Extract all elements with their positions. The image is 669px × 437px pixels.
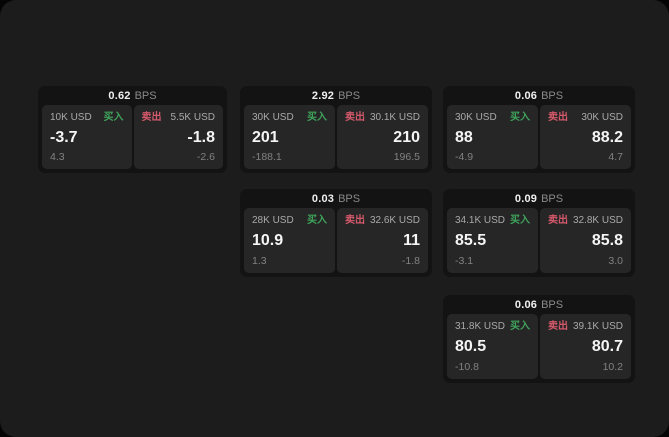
buy-delta: -10.8 [455,361,479,373]
sell-amount: 39.1K USD [572,321,623,332]
sell-price: 85.8 [591,232,623,249]
spread-value: 0.06 [514,89,538,102]
spread-value: 0.06 [514,298,538,311]
buy-label: 买入 [510,215,530,226]
buy-amount: 30K USD [455,112,497,123]
buy-price: 10.9 [252,232,284,249]
spread-value: 0.09 [514,192,538,205]
buy-panel[interactable]: 30K USD 买入 201 -188.1 [244,105,335,169]
buy-price: 85.5 [455,232,487,249]
buy-label: 买入 [307,215,327,226]
spread-value: 0.03 [311,192,335,205]
buy-price: 201 [252,128,279,146]
buy-price: 80.5 [455,338,487,355]
spread-unit: BPS [541,298,564,311]
sell-label: 卖出 [548,215,568,226]
sell-label: 卖出 [141,112,162,123]
buy-delta: -4.9 [455,151,474,163]
spread-header: 0.06 BPS [443,86,635,105]
buy-label: 买入 [510,112,530,123]
buy-panel[interactable]: 34.1K USD 买入 85.5 -3.1 [447,208,538,273]
buy-label: 买入 [510,321,530,332]
sell-delta: 3.0 [608,255,623,267]
sell-price: 80.7 [591,338,623,355]
spread-header: 0.06 BPS [443,295,635,314]
buy-panel[interactable]: 30K USD 买入 88 -4.9 [447,105,538,169]
quote-card[interactable]: 0.03 BPS 28K USD 买入 10.9 1.3 卖出 32.6K US… [240,189,432,277]
sell-panel[interactable]: 卖出 30.1K USD 210 196.5 [337,105,428,169]
sell-panel[interactable]: 卖出 30K USD 88.2 4.7 [540,105,631,169]
buy-price: -3.7 [50,128,78,146]
buy-delta: -3.1 [455,255,474,267]
buy-delta: 4.3 [50,151,65,163]
buy-amount: 31.8K USD [455,321,506,332]
sell-delta: -1.8 [401,255,420,267]
sell-panel[interactable]: 卖出 32.8K USD 85.8 3.0 [540,208,631,273]
sell-price: 88.2 [591,128,623,146]
spread-header: 2.92 BPS [240,86,432,105]
sell-delta: -2.6 [196,151,215,163]
sell-amount: 30.1K USD [369,112,420,123]
buy-amount: 28K USD [252,215,294,226]
sell-delta: 196.5 [393,151,420,163]
spread-header: 0.62 BPS [38,86,227,105]
sell-label: 卖出 [548,321,568,332]
sell-panel[interactable]: 卖出 39.1K USD 80.7 10.2 [540,314,631,379]
buy-panel[interactable]: 31.8K USD 买入 80.5 -10.8 [447,314,538,379]
spread-value: 2.92 [311,89,335,102]
buy-delta: -188.1 [252,151,282,163]
sell-price: 210 [393,128,420,146]
sell-price: -1.8 [187,128,215,146]
sell-delta: 10.2 [602,361,623,373]
spread-unit: BPS [541,89,564,102]
spread-unit: BPS [338,89,361,102]
sell-price: 11 [403,232,420,249]
buy-label: 买入 [103,112,124,123]
sell-amount: 5.5K USD [170,112,215,123]
quote-card[interactable]: 0.06 BPS 31.8K USD 买入 80.5 -10.8 卖出 39.1… [443,295,635,383]
spread-value: 0.62 [108,89,131,102]
buy-panel[interactable]: 10K USD 买入 -3.7 4.3 [42,105,132,169]
sell-delta: 4.7 [608,151,623,163]
sell-label: 卖出 [548,112,568,123]
buy-amount: 30K USD [252,112,294,123]
buy-price: 88 [455,128,473,146]
quote-card[interactable]: 0.09 BPS 34.1K USD 买入 85.5 -3.1 卖出 32.8K… [443,189,635,277]
sell-label: 卖出 [345,215,365,226]
buy-label: 买入 [307,112,327,123]
sell-amount: 32.8K USD [572,215,623,226]
quote-card[interactable]: 0.06 BPS 30K USD 买入 88 -4.9 卖出 30K USD 8… [443,86,635,173]
spread-unit: BPS [338,192,361,205]
buy-amount: 34.1K USD [455,215,506,226]
quote-card[interactable]: 2.92 BPS 30K USD 买入 201 -188.1 卖出 30.1K … [240,86,432,173]
sell-panel[interactable]: 卖出 5.5K USD -1.8 -2.6 [133,105,223,169]
buy-delta: 1.3 [252,255,267,267]
sell-amount: 32.6K USD [369,215,420,226]
spread-unit: BPS [134,89,157,102]
sell-panel[interactable]: 卖出 32.6K USD 11 -1.8 [337,208,428,273]
spread-unit: BPS [541,192,564,205]
spread-header: 0.03 BPS [240,189,432,208]
spread-header: 0.09 BPS [443,189,635,208]
quote-card[interactable]: 0.62 BPS 10K USD 买入 -3.7 4.3 卖出 5.5K USD… [38,86,227,173]
sell-amount: 30K USD [581,112,623,123]
buy-amount: 10K USD [50,112,92,123]
buy-panel[interactable]: 28K USD 买入 10.9 1.3 [244,208,335,273]
sell-label: 卖出 [345,112,365,123]
